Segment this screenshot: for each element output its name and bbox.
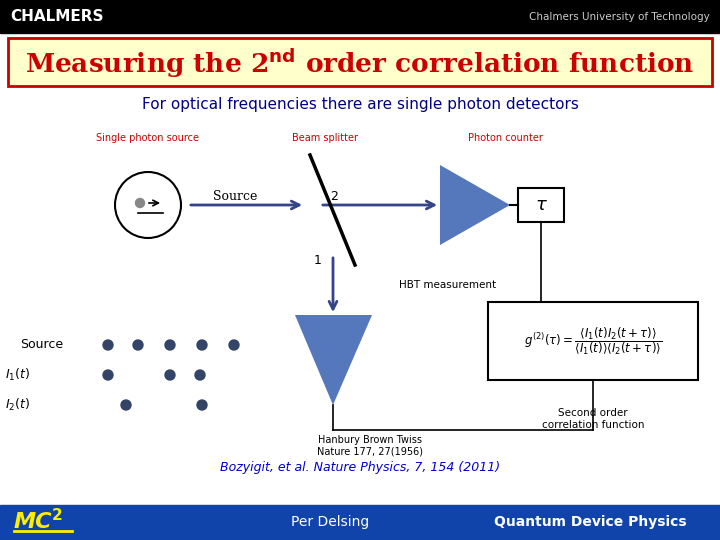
Text: CHALMERS: CHALMERS bbox=[10, 9, 104, 24]
Text: Hanbury Brown Twiss
Nature 177, 27(1956): Hanbury Brown Twiss Nature 177, 27(1956) bbox=[317, 435, 423, 457]
Circle shape bbox=[197, 400, 207, 410]
Text: Per Delsing: Per Delsing bbox=[291, 515, 369, 529]
Polygon shape bbox=[295, 315, 372, 405]
Text: $\tau$: $\tau$ bbox=[534, 196, 547, 214]
Text: $I_2(t)$: $I_2(t)$ bbox=[5, 397, 30, 413]
Bar bbox=[488, 302, 698, 380]
Text: $g^{(2)}(\tau)=\dfrac{\langle I_1(t)I_2(t+\tau)\rangle}{\langle I_1(t)\rangle\la: $g^{(2)}(\tau)=\dfrac{\langle I_1(t)I_2(… bbox=[524, 325, 662, 357]
Text: Measuring the 2$^{\mathbf{nd}}$ order correlation function: Measuring the 2$^{\mathbf{nd}}$ order co… bbox=[25, 46, 695, 80]
Circle shape bbox=[229, 340, 239, 350]
Circle shape bbox=[195, 370, 205, 380]
Circle shape bbox=[103, 370, 113, 380]
Circle shape bbox=[121, 400, 131, 410]
Text: HBT measurement: HBT measurement bbox=[400, 280, 497, 290]
Circle shape bbox=[103, 340, 113, 350]
Text: Second order
correlation function: Second order correlation function bbox=[541, 408, 644, 430]
Text: 2: 2 bbox=[330, 190, 338, 202]
Text: Source: Source bbox=[20, 339, 63, 352]
Text: Beam splitter: Beam splitter bbox=[292, 133, 358, 143]
Text: $I_1(t)$: $I_1(t)$ bbox=[5, 367, 30, 383]
Text: Bozyigit, et al. Nature Physics, 7, 154 (2011): Bozyigit, et al. Nature Physics, 7, 154 … bbox=[220, 462, 500, 475]
Text: Chalmers University of Technology: Chalmers University of Technology bbox=[529, 11, 710, 22]
Text: Photon counter: Photon counter bbox=[467, 133, 542, 143]
Text: MC: MC bbox=[14, 512, 53, 532]
FancyBboxPatch shape bbox=[8, 38, 712, 86]
Bar bbox=[0, 505, 720, 540]
Text: 1: 1 bbox=[314, 253, 322, 267]
Circle shape bbox=[133, 340, 143, 350]
Circle shape bbox=[165, 340, 175, 350]
Text: 2: 2 bbox=[52, 508, 63, 523]
Circle shape bbox=[197, 340, 207, 350]
Text: Quantum Device Physics: Quantum Device Physics bbox=[494, 515, 686, 529]
Bar bbox=[518, 188, 564, 222]
Polygon shape bbox=[440, 165, 510, 245]
Bar bbox=[0, 0, 720, 33]
Circle shape bbox=[135, 199, 145, 207]
Text: For optical frequencies there are single photon detectors: For optical frequencies there are single… bbox=[142, 98, 578, 112]
Text: Source: Source bbox=[213, 190, 257, 202]
Text: Single photon source: Single photon source bbox=[96, 133, 199, 143]
Circle shape bbox=[165, 370, 175, 380]
